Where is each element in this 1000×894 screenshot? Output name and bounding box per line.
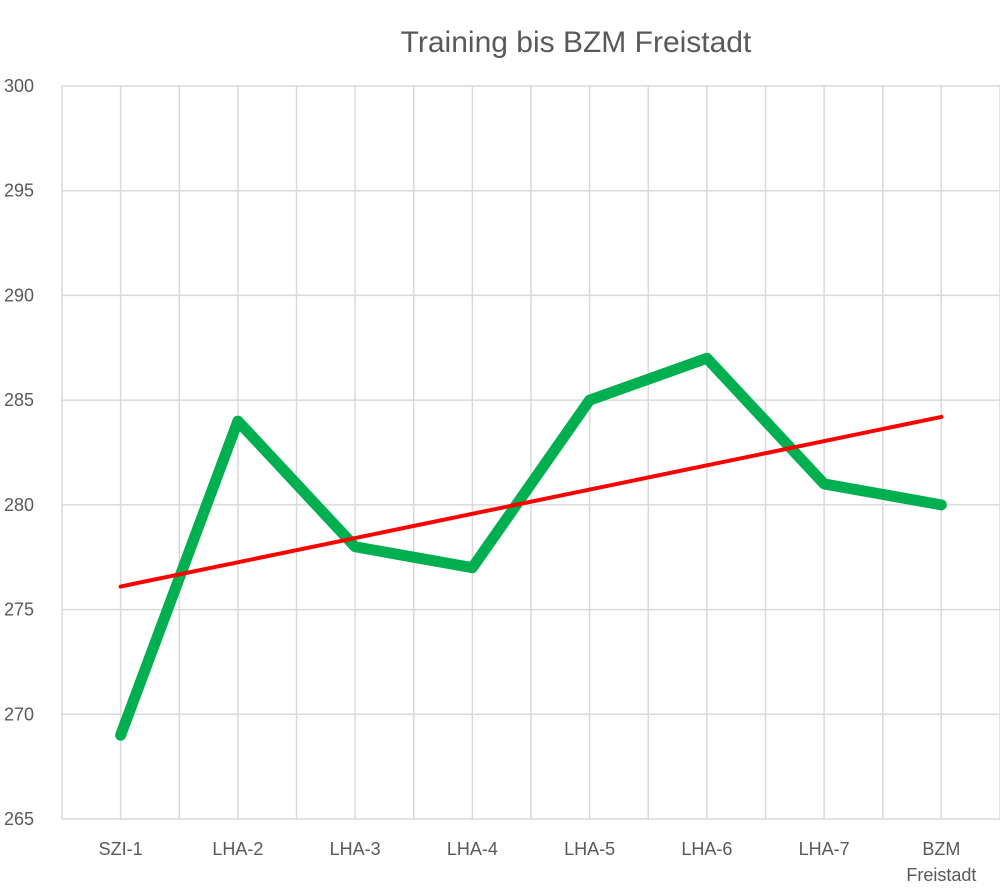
y-tick-label: 290 (4, 285, 34, 305)
y-tick-label: 300 (4, 76, 34, 96)
x-tick-label: SZI-1 (99, 839, 143, 859)
x-tick-label: BZM Freistadt (906, 839, 976, 885)
y-tick-label: 275 (4, 600, 34, 620)
x-tick-label: LHA-6 (681, 839, 732, 859)
y-tick-label: 265 (4, 809, 34, 829)
trendline (118, 414, 944, 589)
y-tick-label: 285 (4, 390, 34, 410)
x-tick-label: LHA-3 (330, 839, 381, 859)
x-tick-label: LHA-7 (799, 839, 850, 859)
y-tick-label: 280 (4, 495, 34, 515)
chart-title: Training bis BZM Freistadt (400, 26, 752, 59)
series-lines (115, 352, 947, 741)
y-tick-label: 295 (4, 181, 34, 201)
x-tick-label: LHA-4 (447, 839, 498, 859)
x-axis: SZI-1 LHA-2 LHA-3 LHA-4 LHA-5 LHA-6 LHA-7 BZM Fr… (99, 839, 977, 885)
y-axis: 265 270 275 280 285 290 295 300 (4, 76, 34, 829)
x-tick-label: LHA-2 (212, 839, 263, 859)
x-tick-label: LHA-5 (564, 839, 615, 859)
gridlines (61, 85, 1000, 820)
y-tick-label: 270 (4, 704, 34, 724)
series-line-data (115, 352, 947, 741)
